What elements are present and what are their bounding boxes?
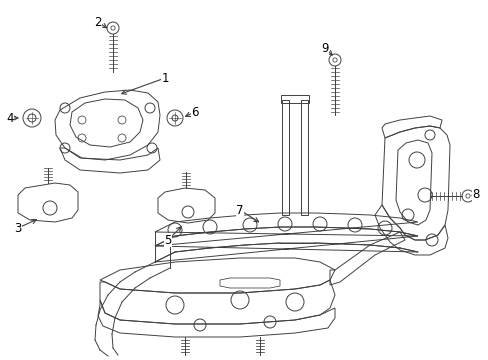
Text: 3: 3 — [14, 221, 21, 234]
Text: 6: 6 — [191, 105, 198, 118]
Text: 7: 7 — [236, 203, 243, 216]
Text: 2: 2 — [94, 15, 102, 28]
Circle shape — [465, 194, 469, 198]
Text: 5: 5 — [164, 234, 171, 247]
Text: 4: 4 — [6, 112, 14, 125]
Text: 1: 1 — [161, 72, 168, 85]
Text: 9: 9 — [321, 41, 328, 54]
Circle shape — [111, 26, 115, 30]
Circle shape — [332, 58, 336, 62]
Text: 8: 8 — [471, 189, 479, 202]
